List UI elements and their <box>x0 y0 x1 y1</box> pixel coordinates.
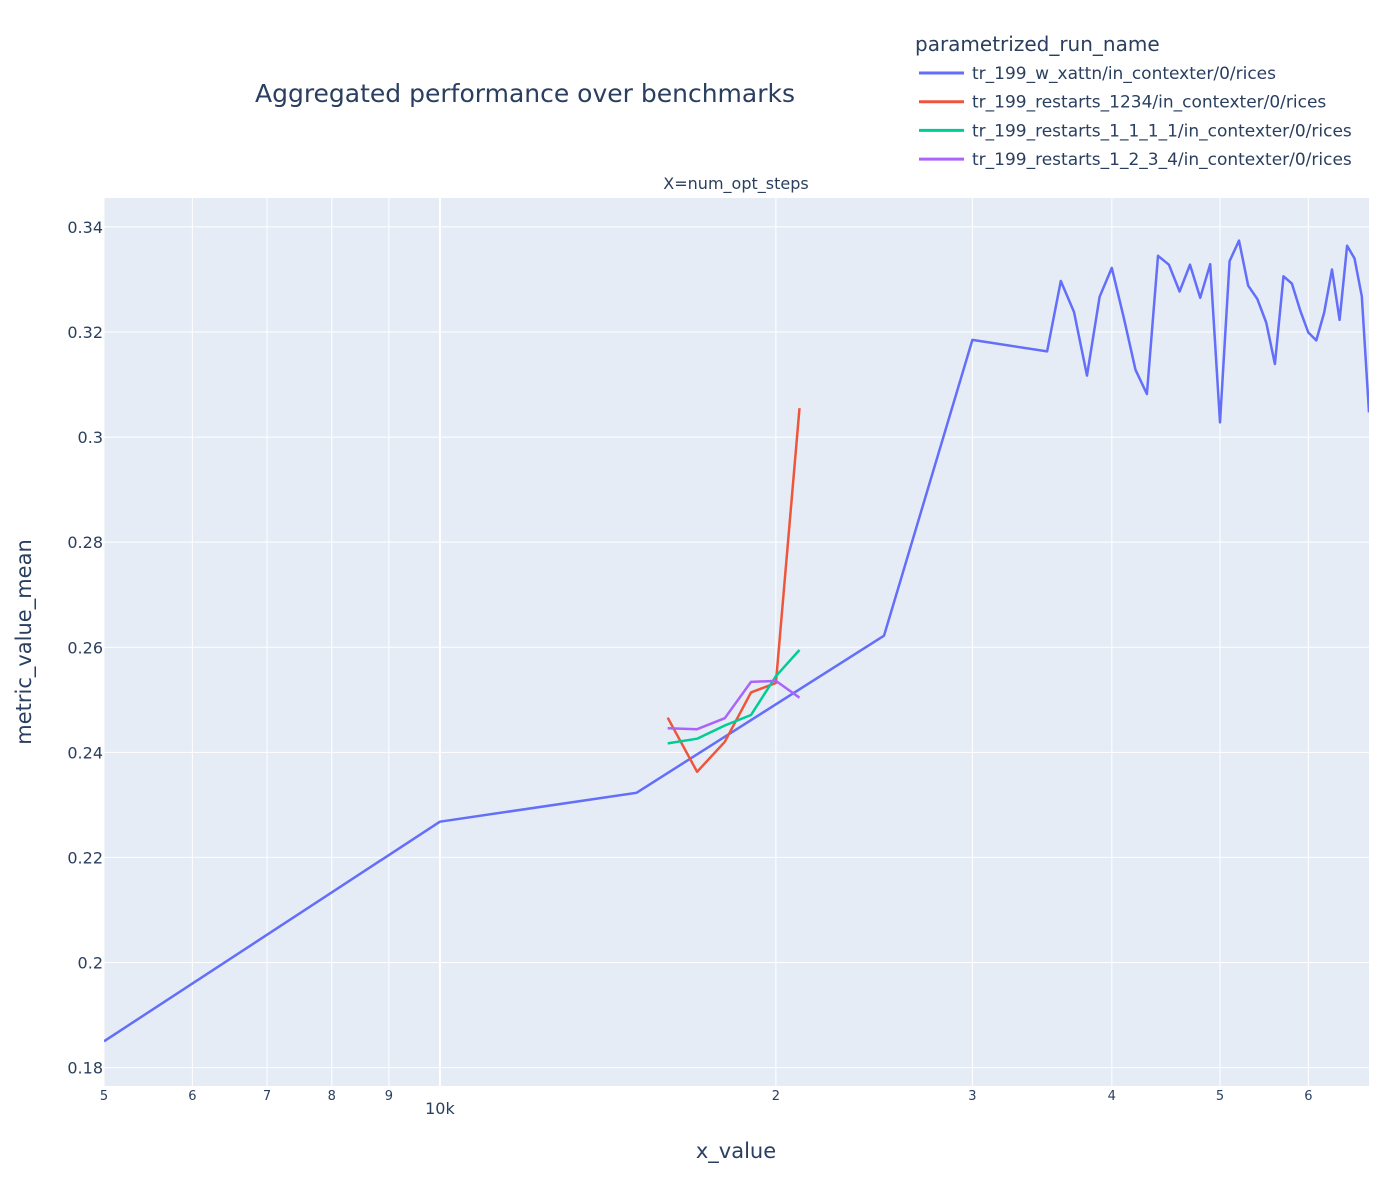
x-tick-label: 7 <box>263 1089 271 1104</box>
y-tick-label: 0.26 <box>67 638 103 657</box>
x-tick-label: 5 <box>100 1089 108 1104</box>
y-tick-label: 0.32 <box>67 323 103 342</box>
y-axis-title: metric_value_mean <box>12 539 37 745</box>
x-tick-label: 2 <box>772 1089 780 1104</box>
series-line <box>667 679 801 731</box>
y-tick-label: 0.34 <box>67 218 103 237</box>
legend-label: tr_199_w_xattn/in_contexter/0/rices <box>972 64 1276 84</box>
legend[interactable]: parametrized_run_name tr_199_w_xattn/in_… <box>915 32 1352 170</box>
y-tick-label: 0.3 <box>78 428 103 447</box>
chart-title: Aggregated performance over benchmarks <box>255 79 795 108</box>
y-tick-label: 0.18 <box>67 1059 103 1078</box>
x-tick-labels: 5 6 7 8 9 10k 2 3 4 5 6 <box>100 1089 1313 1118</box>
x-tick-label: 6 <box>1304 1089 1312 1104</box>
series-line <box>666 408 801 774</box>
series-line <box>667 649 801 745</box>
y-gridlines <box>104 226 1369 1069</box>
legend-item[interactable]: tr_199_restarts_1234/in_contexter/0/rice… <box>919 93 1326 113</box>
legend-label: tr_199_restarts_1_1_1_1/in_contexter/0/r… <box>972 121 1352 141</box>
x-tick-label: 4 <box>1108 1089 1116 1104</box>
legend-item[interactable]: tr_199_w_xattn/in_contexter/0/rices <box>919 64 1276 84</box>
x-gridlines <box>103 198 1309 1086</box>
x-tick-label: 8 <box>328 1089 336 1104</box>
y-tick-labels: 0.18 0.2 0.22 0.24 0.26 0.28 0.3 0.32 0.34 <box>67 218 103 1078</box>
series-line <box>104 239 1369 1043</box>
x-tick-label: 3 <box>968 1089 976 1104</box>
x-tick-label: 6 <box>188 1089 196 1104</box>
x-axis-title: x_value <box>696 1139 776 1164</box>
legend-title: parametrized_run_name <box>915 32 1160 56</box>
y-tick-label: 0.2 <box>78 954 103 973</box>
x-tick-label: 9 <box>385 1089 393 1104</box>
facet-subtitle: X=num_opt_steps <box>663 174 808 194</box>
legend-item[interactable]: tr_199_restarts_1_1_1_1/in_contexter/0/r… <box>919 121 1352 141</box>
legend-item[interactable]: tr_199_restarts_1_2_3_4/in_contexter/0/r… <box>919 150 1352 170</box>
y-tick-label: 0.24 <box>67 743 103 762</box>
series-lines <box>104 239 1369 1043</box>
legend-label: tr_199_restarts_1234/in_contexter/0/rice… <box>972 93 1326 113</box>
legend-label: tr_199_restarts_1_2_3_4/in_contexter/0/r… <box>972 150 1352 170</box>
y-tick-label: 0.28 <box>67 533 103 552</box>
y-tick-label: 0.22 <box>67 848 103 867</box>
plot-area <box>104 198 1369 1086</box>
x-tick-label: 10k <box>425 1099 455 1118</box>
legend-items[interactable]: tr_199_w_xattn/in_contexter/0/rices tr_19… <box>919 64 1352 170</box>
x-tick-label: 5 <box>1216 1089 1224 1104</box>
